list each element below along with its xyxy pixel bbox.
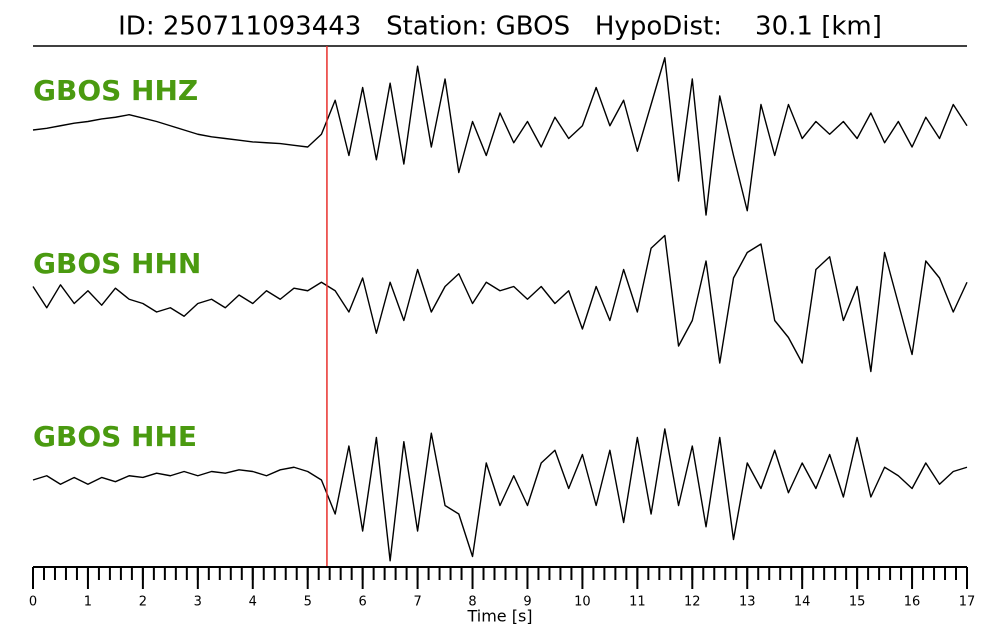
x-tick-label: 17 [959,595,976,610]
trace-label: GBOS HHN [33,247,201,280]
chart-title: ID: 250711093443 Station: GBOS HypoDist:… [118,12,882,42]
x-tick-label: 0 [29,595,37,610]
x-tick-label: 15 [849,595,866,610]
x-tick-label: 10 [574,595,591,610]
x-tick-label: 13 [739,595,756,610]
x-tick-label: 6 [359,595,367,610]
waveform [32,428,968,562]
x-tick-label: 2 [139,595,147,610]
x-tick-label: 9 [523,595,531,610]
x-tick-label: 5 [304,595,312,610]
trace-label: GBOS HHE [33,420,197,453]
x-tick-label: 11 [629,595,646,610]
waveform [32,57,968,216]
x-tick-label: 8 [468,595,476,610]
waveform [32,234,968,373]
x-tick-label: 7 [413,595,421,610]
x-tick-label: 14 [794,595,811,610]
x-tick-label: 12 [684,595,701,610]
x-axis-label: Time [s] [466,607,532,626]
x-tick-label: 4 [249,595,257,610]
trace-label: GBOS HHZ [33,74,198,107]
x-tick-label: 1 [84,595,92,610]
x-tick-label: 3 [194,595,202,610]
x-tick-label: 16 [904,595,921,610]
